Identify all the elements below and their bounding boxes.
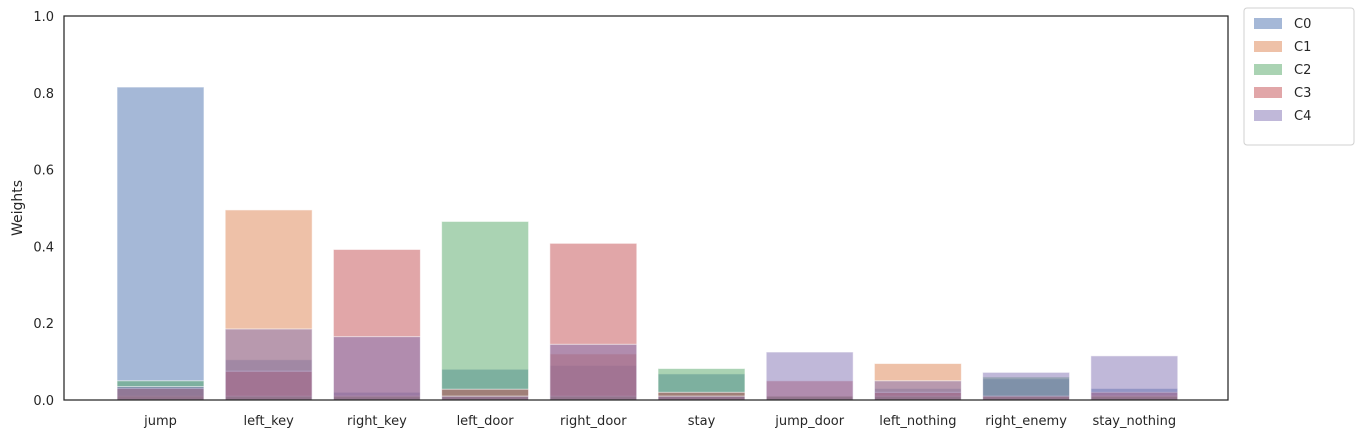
bar-c4-left_nothing: [873, 380, 962, 401]
legend-swatch-c4: [1254, 110, 1282, 121]
y-axis-label: Weights: [10, 180, 26, 236]
legend-swatch-c3: [1254, 87, 1282, 98]
bar-c4-stay_nothing: [1090, 355, 1179, 401]
bar-c4-right_door: [549, 343, 638, 401]
legend-label-c2: C2: [1294, 63, 1311, 78]
x-tick-label: right_key: [347, 414, 407, 429]
x-tick-label: right_enemy: [985, 414, 1067, 429]
bar-c4-right_key: [332, 336, 421, 401]
legend-swatch-c2: [1254, 64, 1282, 75]
y-tick-label: 0.0: [33, 394, 54, 409]
x-tick-label: left_nothing: [879, 414, 956, 429]
y-axis-ticks: 0.0 0.2 0.4 0.6 0.8 1.0: [33, 10, 54, 409]
x-axis-ticks: jump left_key right_key left_door right_door…: [143, 414, 1176, 429]
y-tick-label: 0.4: [33, 240, 54, 255]
bars-layer: [116, 86, 1179, 401]
x-tick-label: right_door: [560, 414, 627, 429]
legend-label-c0: C0: [1294, 17, 1311, 32]
bar-c2-left_door: [441, 220, 530, 401]
bar-c4-jump_door: [765, 351, 854, 401]
y-tick-label: 0.6: [33, 164, 54, 179]
x-tick-label: jump_door: [774, 414, 844, 429]
legend-label-c1: C1: [1294, 40, 1311, 55]
bar-c0-jump: [116, 86, 205, 401]
x-tick-label: stay: [688, 414, 716, 429]
bar-c4-left_key: [224, 328, 313, 401]
x-tick-label: stay_nothing: [1092, 414, 1176, 429]
y-tick-label: 0.2: [33, 317, 54, 332]
bar-c4-jump: [116, 386, 205, 401]
y-tick-label: 0.8: [33, 87, 54, 102]
legend: C0 C1 C2 C3 C4: [1243, 7, 1355, 146]
legend-label-c4: C4: [1294, 109, 1311, 124]
plot-frame: [63, 15, 1229, 401]
bar-c4-right_enemy: [982, 371, 1071, 401]
y-tick-label: 1.0: [33, 10, 54, 25]
x-tick-label: left_door: [457, 414, 515, 429]
legend-swatch-c0: [1254, 18, 1282, 29]
legend-swatch-c1: [1254, 41, 1282, 52]
legend-label-c3: C3: [1294, 86, 1311, 101]
x-tick-label: jump: [143, 414, 177, 429]
x-tick-label: left_key: [244, 414, 295, 429]
